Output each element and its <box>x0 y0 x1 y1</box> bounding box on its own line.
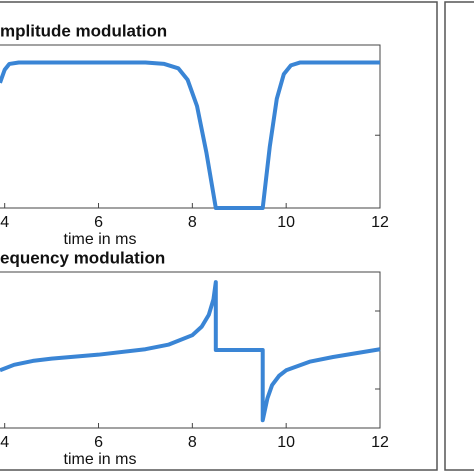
x-axis-label: time in ms <box>64 451 137 468</box>
x-tick-label: 10 <box>277 214 295 231</box>
x-tick-label: 8 <box>188 214 197 231</box>
x-axis-label: time in ms <box>64 231 137 248</box>
x-tick-label: 6 <box>94 214 103 231</box>
x-tick-label: 12 <box>371 214 389 231</box>
data-line <box>0 280 381 423</box>
x-tick-label: 8 <box>188 434 197 451</box>
x-tick-label: 6 <box>94 434 103 451</box>
axes-frame <box>0 271 381 429</box>
x-tick-label: 4 <box>0 434 9 451</box>
panel-frame <box>444 1 474 471</box>
chart-title: mplitude modulation <box>0 21 167 40</box>
x-tick-label: 4 <box>0 214 9 231</box>
axes-frame <box>0 44 381 209</box>
chart-title: equency modulation <box>0 248 165 267</box>
x-tick-label: 10 <box>277 434 295 451</box>
x-tick-label: 12 <box>371 434 389 451</box>
panel-frame <box>0 1 438 471</box>
data-line <box>0 60 380 210</box>
